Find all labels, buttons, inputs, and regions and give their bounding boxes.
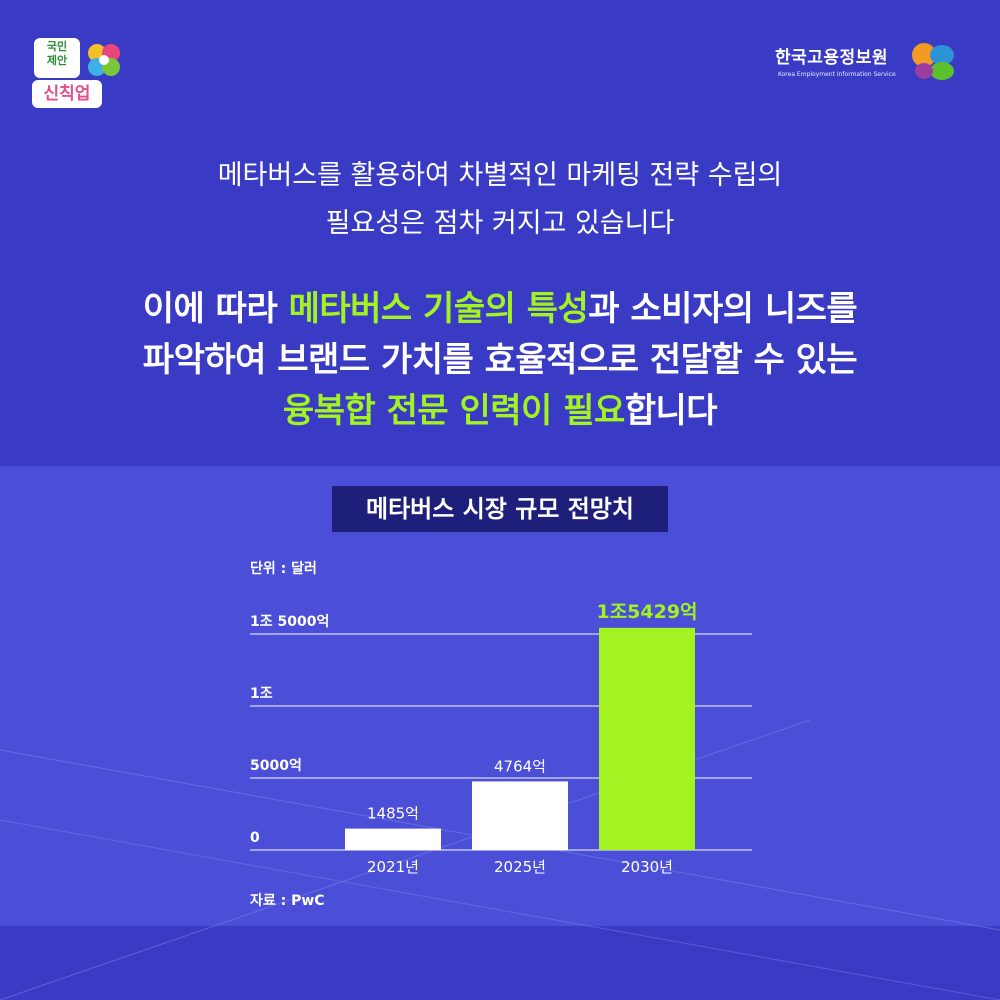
y-tick-label: 1조 [250,686,273,702]
top-section [0,0,1000,466]
keis-english-name: Korea Employment Information Service [778,71,896,78]
source-label: 자료 : PwC [250,893,325,909]
headline-line-3: 융복합 전문 인력이 필요합니다 [0,386,1000,437]
headline-line-1: 이에 따라 메타버스 기술의 특성과 소비자의 니즈를 [0,284,1000,335]
headline-1a: 이에 따라 [142,289,289,329]
data-label: 1485억 [367,805,419,823]
data-label: 1조5429억 [596,601,697,623]
logo-box [34,38,80,78]
headline: 이에 따라 메타버스 기술의 특성과 소비자의 니즈를 파악하여 브랜드 가치를… [0,284,1000,437]
x-tick-label: 2030년 [621,858,673,876]
logo-text-top: 국민 [46,40,68,53]
headline-1c: 과 소비자의 니즈를 [588,289,858,329]
intro-line-1: 메타버스를 활용하여 차별적인 마케팅 전략 수립의 [217,160,783,191]
butterfly-icon [912,43,954,80]
bar [472,781,568,850]
y-tick-label: 1조 5000억 [250,614,329,630]
headline-1b-highlight: 메타버스 기술의 특성 [288,289,589,329]
x-tick-label: 2025년 [494,858,546,876]
headline-3b: 합니다 [624,391,718,431]
keis-logo: 한국고용정보원 Korea Employment Information Ser… [770,36,970,86]
logo-text-middle: 제안 [46,54,68,67]
gukmin-jean-logo: 국민 제안 신칙업 [30,24,120,108]
x-tick-label: 2021년 [367,858,419,876]
intro-text: 메타버스를 활용하여 차별적인 마케팅 전략 수립의 필요성은 점차 커지고 있… [0,152,1000,248]
bar [345,828,441,850]
bar [599,627,695,850]
logo-text-bottom: 신칙업 [43,84,91,104]
clover-icon [88,44,120,76]
y-tick-label: 0 [250,830,260,846]
y-tick-label: 5000억 [250,758,302,774]
logo-box-bottom [32,80,102,108]
bottom-band [0,926,1000,1000]
keis-name: 한국고용정보원 [775,48,888,68]
chart-title: 메타버스 시장 규모 전망치 [332,486,668,532]
unit-label: 단위 : 달러 [250,561,317,577]
headline-3a-highlight: 융복합 전문 인력이 필요 [282,391,625,431]
data-label: 4764억 [494,757,546,775]
headline-line-2: 파악하여 브랜드 가치를 효율적으로 전달할 수 있는 [142,340,858,380]
intro-line-2: 필요성은 점차 커지고 있습니다 [325,208,675,239]
